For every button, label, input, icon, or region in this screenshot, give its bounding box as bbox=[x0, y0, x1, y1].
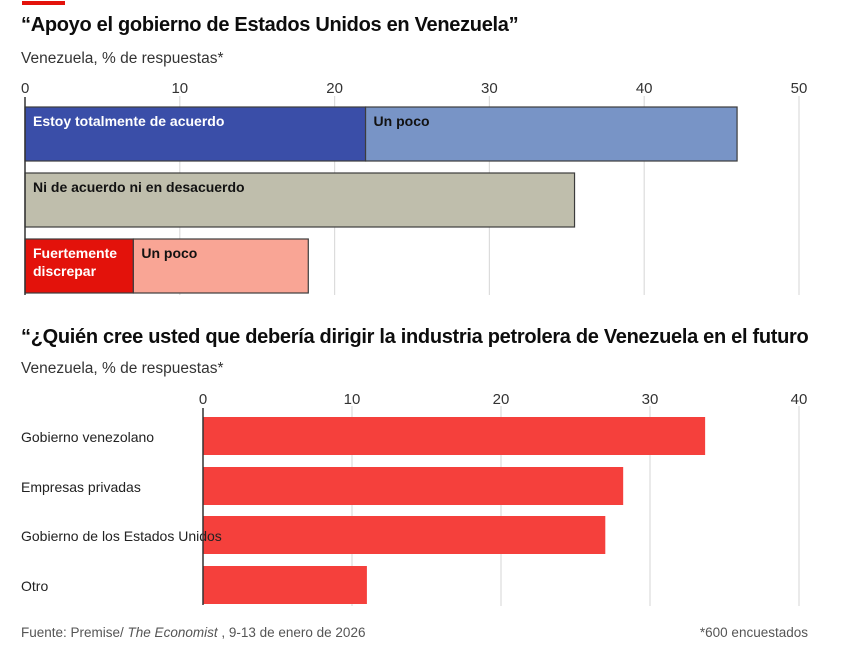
category-label: Otro bbox=[21, 578, 48, 594]
bar-segment bbox=[132, 238, 309, 294]
respondents-note: *600 encuestados bbox=[699, 625, 808, 640]
x-tick-label: 20 bbox=[326, 80, 343, 97]
chart2-title: “¿Quién cree usted que debería dirigir l… bbox=[21, 326, 809, 348]
chart2-subtitle: Venezuela, % de respuestas* bbox=[21, 360, 224, 377]
source-publication: The Economist bbox=[127, 625, 218, 640]
category-label: Empresas privadas bbox=[21, 479, 141, 495]
chart1-plot: 0 10 20 30 40 50 Estoy totalmente de acuerdo Un… bbox=[21, 80, 808, 295]
bar-segment bbox=[24, 238, 134, 294]
chart1-subtitle: Venezuela, % de respuestas* bbox=[21, 50, 224, 67]
x-tick-label: 30 bbox=[642, 391, 659, 408]
bar bbox=[203, 417, 706, 455]
source-suffix: , 9-13 de enero de 2026 bbox=[217, 625, 366, 640]
x-tick-label: 30 bbox=[481, 80, 498, 97]
bar bbox=[203, 467, 624, 505]
chart1-title: “Apoyo el gobierno de Estados Unidos en … bbox=[21, 14, 519, 36]
bar-segment bbox=[364, 106, 738, 162]
chart2-title-container: “¿Quién cree usted que debería dirigir l… bbox=[21, 326, 810, 354]
x-tick-label: 10 bbox=[171, 80, 188, 97]
bar bbox=[203, 516, 606, 554]
source-note: Fuente: Premise/ The Economist , 9-13 de… bbox=[21, 625, 365, 640]
segment-label: Un poco bbox=[141, 245, 197, 261]
segment-label: Estoy totalmente de acuerdo bbox=[33, 113, 224, 129]
category-label: Gobierno venezolano bbox=[21, 429, 154, 445]
chart2-plot: 0 10 20 30 40 Gobierno venezolano Empresas pri… bbox=[21, 391, 808, 606]
x-tick-label: 40 bbox=[636, 80, 653, 97]
bar-segment bbox=[24, 106, 367, 162]
x-tick-label: 40 bbox=[791, 391, 808, 408]
x-tick-label: 0 bbox=[199, 391, 207, 408]
source-prefix: Fuente: Premise/ bbox=[21, 625, 128, 640]
brand-accent-bar bbox=[22, 1, 65, 5]
segment-label: discrepar bbox=[33, 263, 97, 279]
segment-label: Fuertemente bbox=[33, 245, 117, 261]
x-tick-label: 0 bbox=[21, 80, 29, 97]
segment-label: Ni de acuerdo ni en desacuerdo bbox=[33, 179, 245, 195]
x-tick-label: 50 bbox=[791, 80, 808, 97]
bar-segment bbox=[24, 172, 576, 228]
x-tick-label: 20 bbox=[493, 391, 510, 408]
category-label: Gobierno de los Estados Unidos bbox=[21, 528, 222, 544]
segment-label: Un poco bbox=[374, 113, 430, 129]
bar bbox=[203, 566, 367, 604]
x-tick-label: 10 bbox=[344, 391, 361, 408]
